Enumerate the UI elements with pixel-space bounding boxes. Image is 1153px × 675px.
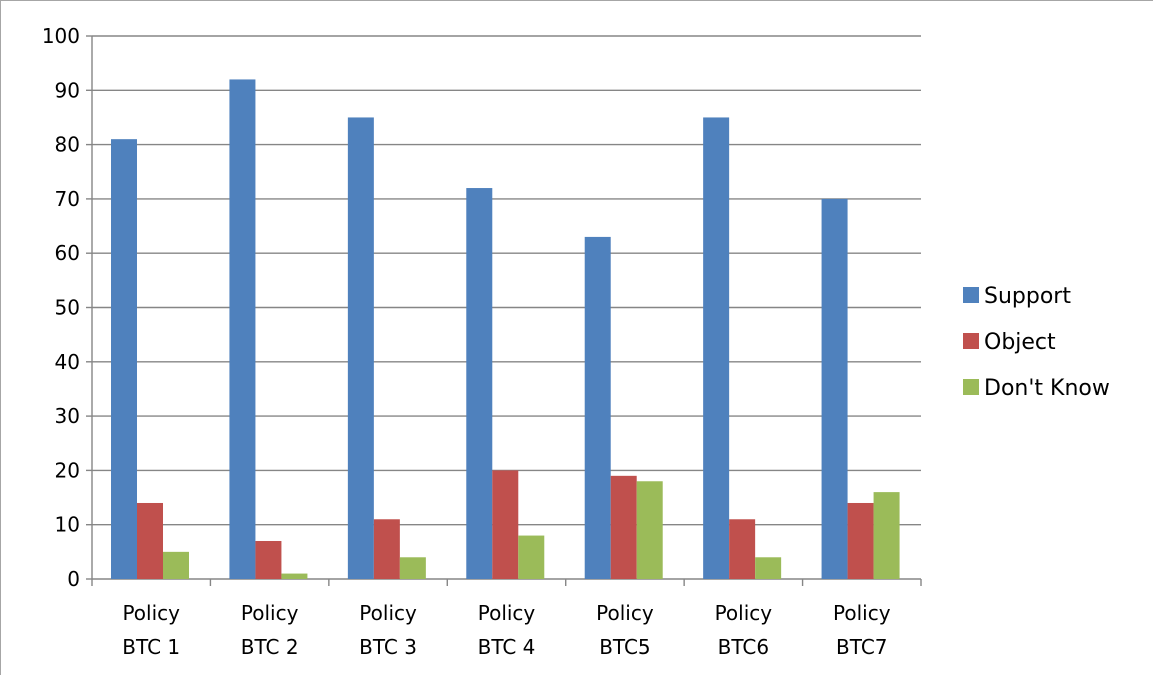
x-tick-label-2-line-1: Policy — [241, 601, 299, 625]
bar-don-t-know-1 — [163, 551, 189, 579]
bar-support-5 — [584, 236, 611, 579]
legend: Support Object Don't Know — [963, 284, 1110, 401]
legend-swatch-support — [963, 287, 979, 303]
tick-labels: 0 10 20 30 40 50 60 70 80 90 100 Policy BTC 1 Policy B… — [42, 24, 891, 659]
bar-support-1 — [111, 139, 137, 580]
bar-don-t-know-7 — [873, 492, 900, 579]
bar-don-t-know-3 — [399, 557, 426, 579]
legend-swatch-don-t-know — [963, 379, 979, 395]
x-tick-label-1-line-2: BTC 1 — [122, 635, 180, 659]
bar-object-5 — [610, 475, 637, 579]
y-tick-label-100: 100 — [42, 24, 80, 48]
y-tick-label-30: 30 — [55, 404, 80, 428]
y-tick-label-90: 90 — [55, 78, 80, 102]
y-tick-label-0: 0 — [67, 567, 80, 591]
bars — [111, 79, 900, 580]
bar-object-6 — [729, 519, 756, 579]
x-tick-label-7-line-2: BTC7 — [836, 635, 887, 659]
y-tick-label-50: 50 — [55, 296, 80, 320]
x-tick-label-2-line-2: BTC 2 — [241, 635, 299, 659]
y-tick-label-60: 60 — [55, 241, 80, 265]
x-tick-label-1-line-1: Policy — [122, 601, 180, 625]
legend-swatch-object — [963, 333, 979, 349]
bar-don-t-know-5 — [636, 481, 663, 579]
x-tick-label-3-line-2: BTC 3 — [359, 635, 417, 659]
y-tick-label-40: 40 — [55, 350, 80, 374]
bar-object-4 — [492, 470, 519, 579]
legend-label-object: Object — [984, 330, 1056, 355]
bar-don-t-know-4 — [518, 535, 545, 579]
legend-label-support: Support — [984, 284, 1071, 309]
bar-support-4 — [466, 188, 493, 580]
x-tick-label-3-line-1: Policy — [359, 601, 417, 625]
x-tick-label-4-line-2: BTC 4 — [478, 635, 536, 659]
bar-object-2 — [255, 540, 282, 579]
bar-object-7 — [847, 502, 874, 579]
bar-don-t-know-6 — [755, 557, 782, 579]
bar-support-7 — [821, 198, 848, 579]
y-tick-label-10: 10 — [55, 513, 80, 537]
bar-support-6 — [703, 117, 730, 579]
bar-don-t-know-2 — [281, 573, 308, 579]
bar-support-2 — [229, 79, 256, 579]
y-tick-label-70: 70 — [55, 187, 80, 211]
x-tick-label-4-line-1: Policy — [478, 601, 536, 625]
legend-label-don-t-know: Don't Know — [984, 376, 1110, 401]
y-tick-label-20: 20 — [55, 458, 80, 482]
y-tick-label-80: 80 — [55, 133, 80, 157]
x-tick-label-6-line-1: Policy — [715, 601, 773, 625]
x-tick-label-7-line-1: Policy — [833, 601, 891, 625]
bar-object-1 — [137, 502, 163, 579]
x-tick-label-5-line-1: Policy — [596, 601, 654, 625]
x-tick-label-5-line-2: BTC5 — [599, 635, 650, 659]
bar-support-3 — [347, 117, 374, 579]
gridlines — [92, 35, 921, 526]
x-tick-label-6-line-2: BTC6 — [718, 635, 769, 659]
bar-object-3 — [373, 519, 400, 579]
